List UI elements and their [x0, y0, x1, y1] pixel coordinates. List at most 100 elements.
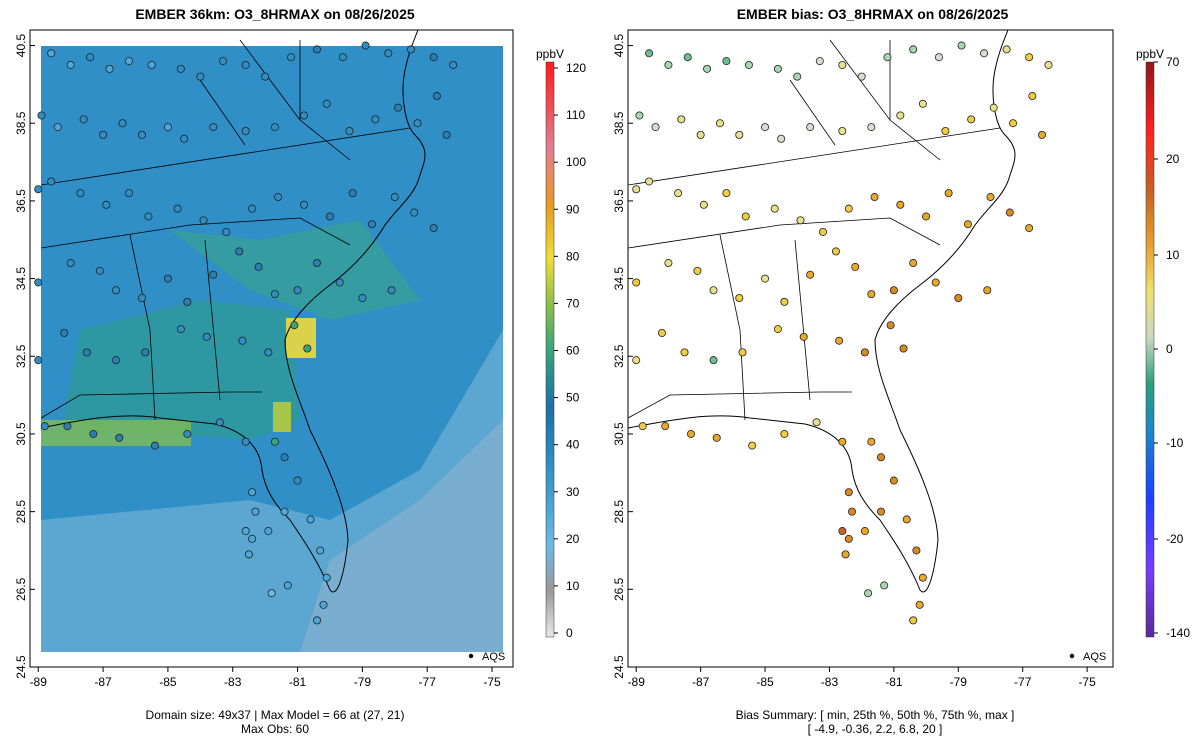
bias-station-marker[interactable]	[715, 119, 724, 128]
bias-station-marker[interactable]	[819, 227, 828, 236]
bias-station-marker[interactable]	[709, 286, 718, 295]
bias-station-marker[interactable]	[696, 130, 705, 139]
bias-station-marker[interactable]	[889, 476, 898, 485]
bias-station-marker[interactable]	[844, 488, 853, 497]
bias-station-marker[interactable]	[632, 278, 641, 287]
bias-station-marker[interactable]	[632, 356, 641, 365]
station-marker[interactable]	[202, 332, 211, 341]
station-marker[interactable]	[290, 321, 299, 330]
bias-station-marker[interactable]	[899, 344, 908, 353]
bias-station-marker[interactable]	[645, 177, 654, 186]
bias-station-marker[interactable]	[931, 278, 940, 287]
station-marker[interactable]	[384, 49, 393, 58]
station-marker[interactable]	[371, 115, 380, 124]
station-marker[interactable]	[176, 325, 185, 334]
bias-station-marker[interactable]	[657, 328, 666, 337]
bias-station-marker[interactable]	[722, 57, 731, 66]
bias-station-marker[interactable]	[683, 53, 692, 62]
station-marker[interactable]	[115, 433, 124, 442]
station-marker[interactable]	[180, 134, 189, 143]
bias-station-marker[interactable]	[761, 123, 770, 132]
bias-station-marker[interactable]	[876, 507, 885, 516]
station-marker[interactable]	[183, 429, 192, 438]
bias-station-marker[interactable]	[680, 348, 689, 357]
station-marker[interactable]	[394, 103, 403, 112]
station-marker[interactable]	[264, 527, 273, 536]
bias-station-marker[interactable]	[864, 589, 873, 598]
bias-station-marker[interactable]	[661, 422, 670, 431]
bias-station-marker[interactable]	[867, 123, 876, 132]
bias-station-marker[interactable]	[860, 527, 869, 536]
station-marker[interactable]	[102, 200, 111, 209]
station-marker[interactable]	[312, 45, 321, 54]
bias-station-marker[interactable]	[735, 130, 744, 139]
station-marker[interactable]	[141, 348, 150, 357]
station-marker[interactable]	[429, 224, 438, 233]
bias-station-marker[interactable]	[1028, 92, 1037, 101]
station-marker[interactable]	[248, 534, 257, 543]
bias-station-marker[interactable]	[722, 189, 731, 198]
bias-station-marker[interactable]	[844, 204, 853, 213]
station-marker[interactable]	[345, 126, 354, 135]
station-marker[interactable]	[241, 60, 250, 69]
station-marker[interactable]	[79, 115, 88, 124]
bias-station-marker[interactable]	[693, 266, 702, 275]
station-marker[interactable]	[82, 348, 91, 357]
bias-station-marker[interactable]	[880, 581, 889, 590]
station-marker[interactable]	[137, 294, 146, 303]
station-marker[interactable]	[125, 57, 134, 66]
station-marker[interactable]	[300, 200, 309, 209]
bias-station-marker[interactable]	[989, 103, 998, 112]
bias-station-marker[interactable]	[983, 286, 992, 295]
station-marker[interactable]	[244, 550, 253, 559]
bias-station-marker[interactable]	[1044, 60, 1053, 69]
station-marker[interactable]	[361, 41, 370, 50]
bias-station-marker[interactable]	[1005, 208, 1014, 217]
station-marker[interactable]	[241, 126, 250, 135]
station-marker[interactable]	[222, 227, 231, 236]
bias-station-marker[interactable]	[838, 126, 847, 135]
station-marker[interactable]	[47, 49, 56, 58]
bias-station-marker[interactable]	[867, 290, 876, 299]
station-marker[interactable]	[390, 193, 399, 202]
bias-station-marker[interactable]	[934, 53, 943, 62]
station-marker[interactable]	[89, 429, 98, 438]
station-marker[interactable]	[270, 437, 279, 446]
bias-station-marker[interactable]	[838, 527, 847, 536]
bias-station-marker[interactable]	[638, 422, 647, 431]
bias-station-marker[interactable]	[686, 429, 695, 438]
station-marker[interactable]	[66, 60, 75, 69]
bias-station-marker[interactable]	[632, 185, 641, 194]
station-marker[interactable]	[150, 441, 159, 450]
station-marker[interactable]	[163, 274, 172, 283]
left-map-panel[interactable]: -89 -87 -85 -83 -81 -79 -77 -75 24.5 26.5 28.5 30.…	[0, 0, 600, 750]
bias-station-marker[interactable]	[699, 200, 708, 209]
station-marker[interactable]	[196, 72, 205, 81]
bias-station-marker[interactable]	[703, 64, 712, 73]
bias-station-marker[interactable]	[799, 332, 808, 341]
bias-station-marker[interactable]	[909, 259, 918, 268]
bias-station-marker[interactable]	[860, 348, 869, 357]
bias-station-marker[interactable]	[912, 546, 921, 555]
station-marker[interactable]	[322, 99, 331, 108]
station-marker[interactable]	[413, 119, 422, 128]
station-marker[interactable]	[112, 356, 121, 365]
station-marker[interactable]	[99, 130, 108, 139]
bias-station-marker[interactable]	[773, 325, 782, 334]
bias-station-marker[interactable]	[806, 270, 815, 279]
bias-station-marker[interactable]	[815, 57, 824, 66]
bias-station-marker[interactable]	[844, 534, 853, 543]
station-marker[interactable]	[270, 123, 279, 132]
station-marker[interactable]	[254, 262, 263, 271]
station-marker[interactable]	[238, 336, 247, 345]
bias-station-marker[interactable]	[902, 515, 911, 524]
station-marker[interactable]	[163, 123, 172, 132]
station-marker[interactable]	[449, 60, 458, 69]
station-marker[interactable]	[280, 453, 289, 462]
station-marker[interactable]	[60, 328, 69, 337]
station-marker[interactable]	[325, 212, 334, 221]
bias-station-marker[interactable]	[838, 60, 847, 69]
bias-station-marker[interactable]	[909, 45, 918, 54]
station-marker[interactable]	[319, 600, 328, 609]
bias-station-marker[interactable]	[793, 72, 802, 81]
